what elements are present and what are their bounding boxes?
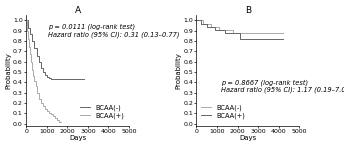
- Y-axis label: Probability: Probability: [6, 52, 12, 89]
- X-axis label: Days: Days: [239, 135, 256, 141]
- Title: A: A: [75, 6, 80, 15]
- Title: B: B: [245, 6, 251, 15]
- Text: p = 0.8667 (log-rank test)
Hazard ratio (95% CI): 1.17 (0.19–7.04): p = 0.8667 (log-rank test) Hazard ratio …: [221, 79, 344, 93]
- Y-axis label: Probability: Probability: [176, 52, 182, 89]
- Text: p = 0.0111 (log-rank test)
Hazard ratio (95% CI): 0.31 (0.13–0.77): p = 0.0111 (log-rank test) Hazard ratio …: [48, 24, 179, 38]
- Legend: BCAA(-), BCAA(+): BCAA(-), BCAA(+): [79, 103, 126, 120]
- Legend: BCAA(-), BCAA(+): BCAA(-), BCAA(+): [200, 103, 247, 120]
- X-axis label: Days: Days: [69, 135, 86, 141]
